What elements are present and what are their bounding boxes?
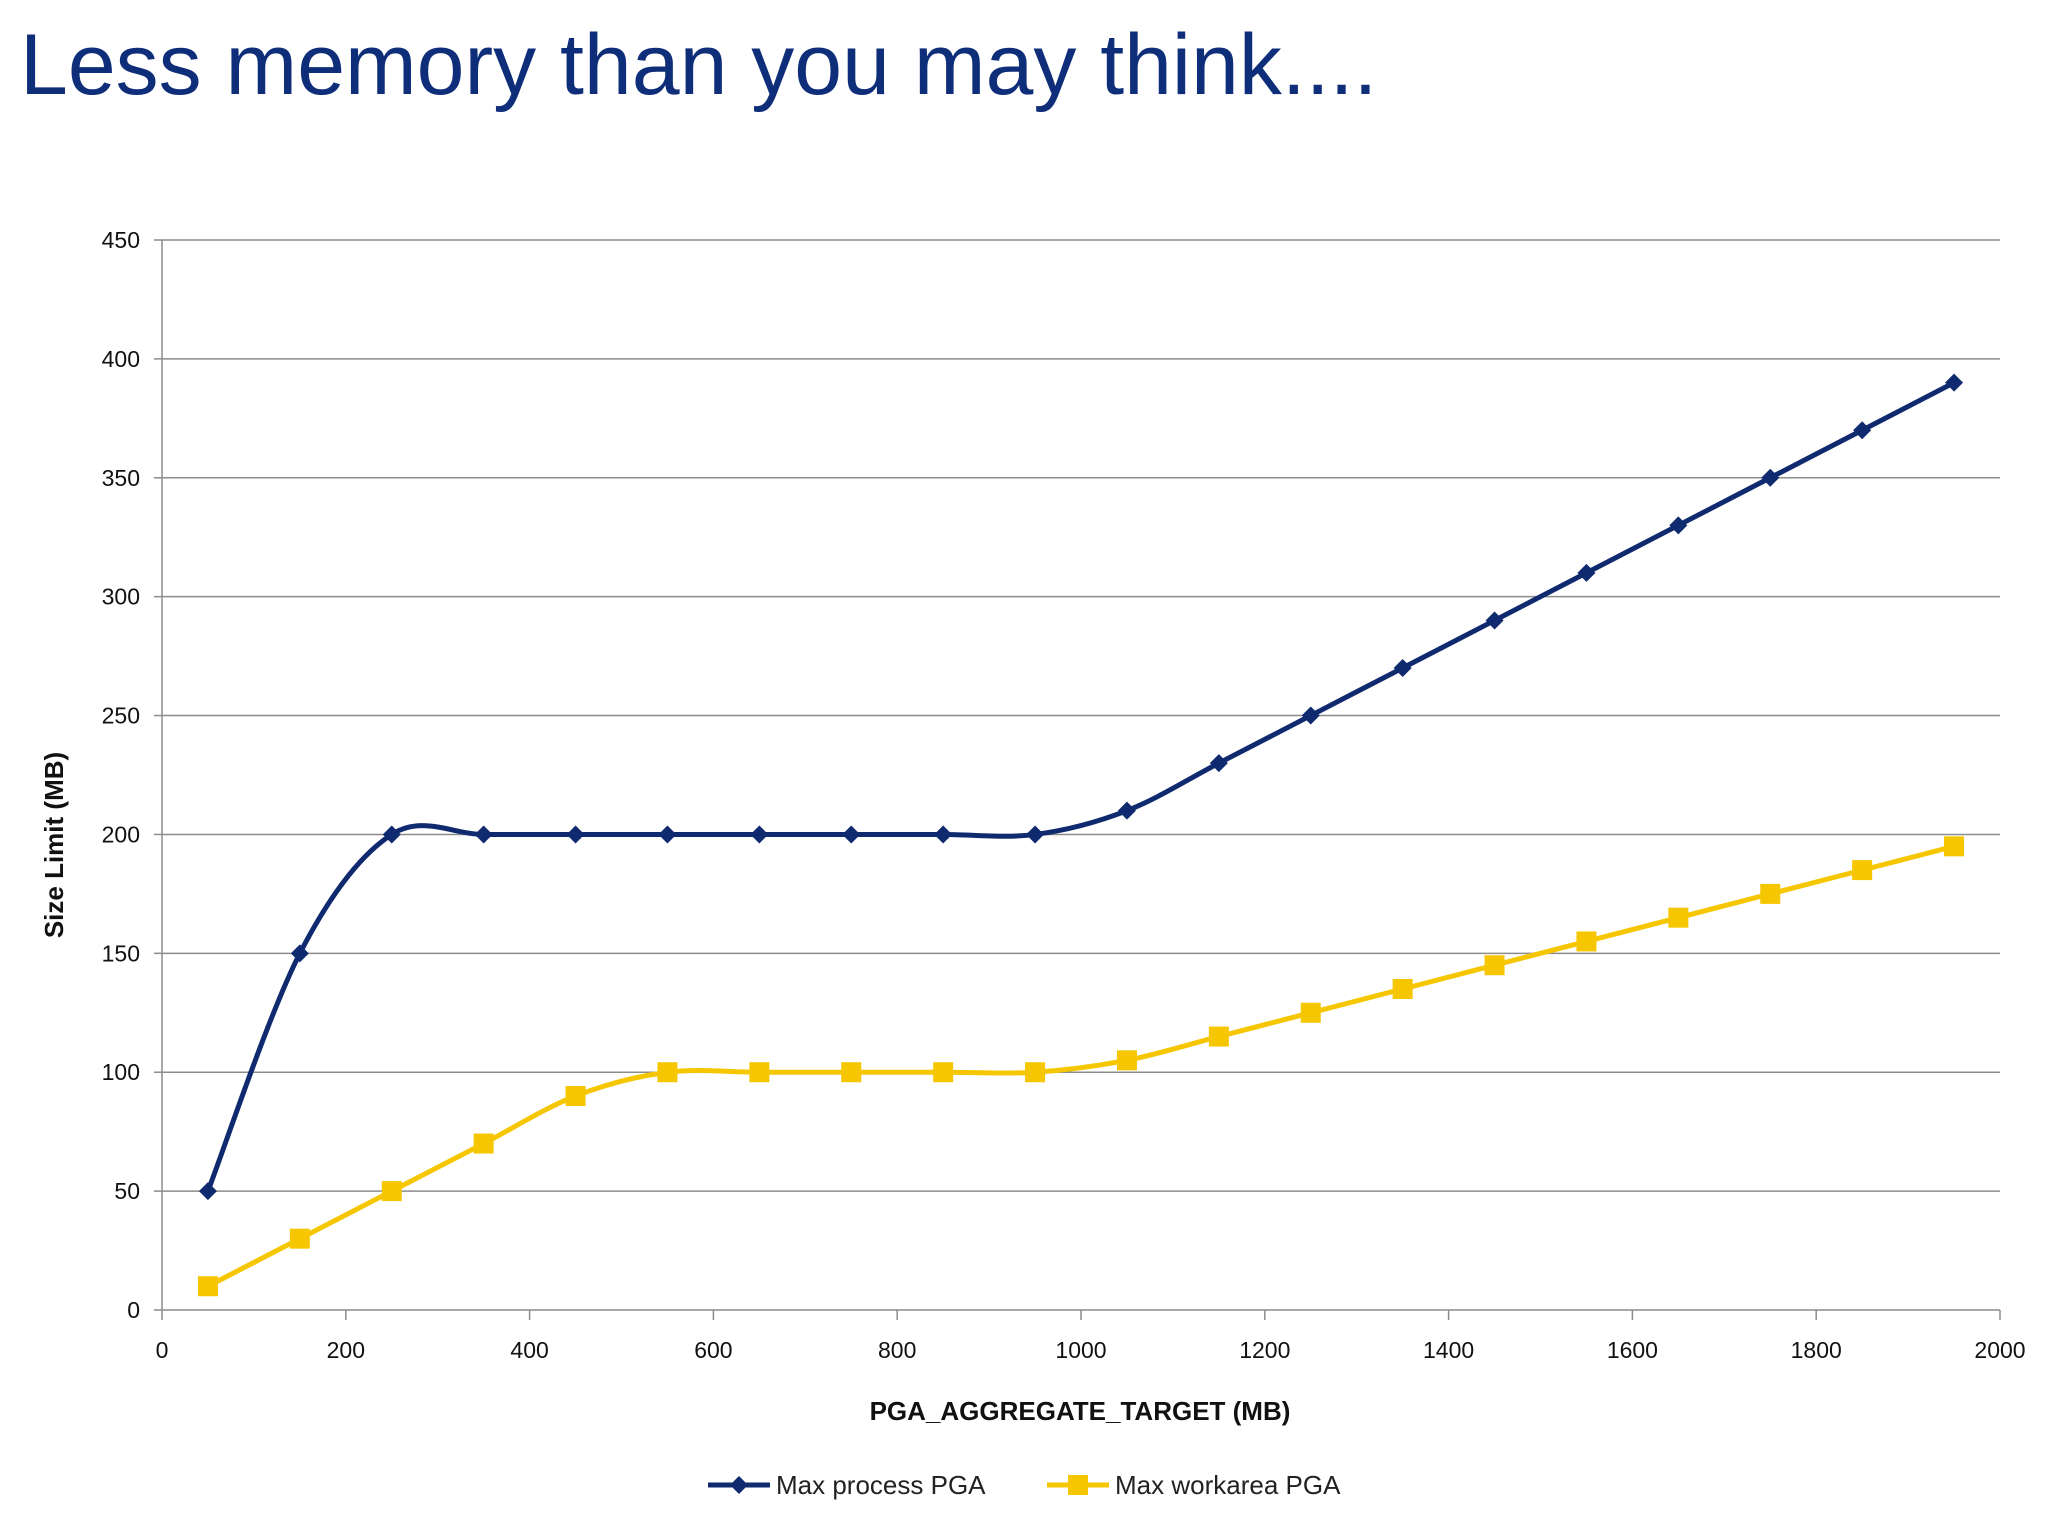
data-point-diamond xyxy=(1209,754,1228,773)
x-tick-label: 200 xyxy=(327,1337,365,1363)
data-point-square xyxy=(197,1276,218,1297)
y-tick-label: 250 xyxy=(102,703,140,729)
x-tick-label: 2000 xyxy=(1974,1337,2025,1363)
y-tick-label: 200 xyxy=(102,821,140,847)
data-point-square xyxy=(933,1062,954,1083)
legend: Max process PGA Max workarea PGA xyxy=(708,1470,1341,1500)
data-point-diamond xyxy=(1485,611,1504,630)
data-point-diamond xyxy=(198,1182,217,1201)
x-tick-label: 400 xyxy=(510,1337,548,1363)
y-tick-label: 150 xyxy=(102,940,140,966)
data-point-diamond xyxy=(1577,563,1596,582)
data-point-diamond xyxy=(566,825,585,844)
y-tick-label: 100 xyxy=(102,1059,140,1085)
data-point-square xyxy=(1484,955,1505,976)
data-point-square xyxy=(1944,836,1965,857)
x-tick-label: 1800 xyxy=(1791,1337,1842,1363)
data-point-square xyxy=(841,1062,862,1083)
y-tick-label: 350 xyxy=(102,465,140,491)
data-point-square xyxy=(1576,931,1597,952)
x-tick-label: 0 xyxy=(156,1337,169,1363)
data-point-square xyxy=(749,1062,770,1083)
data-point-square xyxy=(1300,1002,1321,1023)
data-point-diamond xyxy=(1853,421,1872,440)
y-tick-label: 450 xyxy=(102,227,140,253)
x-axis-title: PGA_AGGREGATE_TARGET (MB) xyxy=(870,1396,1291,1426)
legend-marker-2 xyxy=(1068,1475,1088,1495)
data-point-diamond xyxy=(1301,706,1320,725)
y-axis-title: Size Limit (MB) xyxy=(39,752,69,938)
data-point-square xyxy=(565,1086,586,1106)
data-point-square xyxy=(1208,1026,1229,1047)
data-markers xyxy=(197,373,1965,1297)
data-point-square xyxy=(1392,979,1413,999)
x-tick-label: 1200 xyxy=(1239,1337,1290,1363)
data-point-diamond xyxy=(290,944,309,963)
y-tick-label: 50 xyxy=(114,1178,140,1204)
data-point-square xyxy=(1760,883,1781,904)
data-point-diamond xyxy=(934,825,953,844)
series-line-2 xyxy=(205,843,1957,1289)
series-line-1 xyxy=(205,380,1957,1194)
data-point-diamond xyxy=(1393,659,1412,677)
legend-marker-1 xyxy=(730,1476,748,1494)
x-tick-label: 1600 xyxy=(1607,1337,1658,1363)
y-tick-label: 0 xyxy=(127,1297,140,1323)
data-point-diamond xyxy=(1945,373,1964,392)
data-point-diamond xyxy=(474,825,493,844)
data-point-diamond xyxy=(382,825,401,844)
data-point-square xyxy=(1668,907,1689,928)
data-point-diamond xyxy=(1026,825,1045,844)
gridlines xyxy=(162,239,2000,1192)
slide-title: Less memory than you may think.... xyxy=(20,17,1378,113)
data-point-diamond xyxy=(658,825,677,844)
legend-label-1: Max process PGA xyxy=(776,1470,986,1500)
legend-label-2: Max workarea PGA xyxy=(1115,1470,1341,1500)
data-point-diamond xyxy=(842,825,861,844)
y-tick-label: 300 xyxy=(102,584,140,610)
x-tick-label: 800 xyxy=(878,1337,916,1363)
data-point-diamond xyxy=(1761,468,1780,487)
data-point-square xyxy=(289,1228,310,1249)
data-point-square xyxy=(1852,860,1873,881)
data-point-diamond xyxy=(750,825,769,844)
y-tick-label: 400 xyxy=(102,346,140,372)
x-tick-label: 600 xyxy=(694,1337,732,1363)
data-point-square xyxy=(1025,1062,1046,1083)
data-point-square xyxy=(1116,1050,1137,1071)
x-tick-label: 1400 xyxy=(1423,1337,1474,1363)
axes: 0 50 100 150 200 250 300 350 400 450 0 200 400 600 800… xyxy=(102,227,2026,1363)
x-tick-label: 1000 xyxy=(1055,1337,1106,1363)
data-point-square xyxy=(473,1133,494,1154)
data-point-diamond xyxy=(1117,801,1136,820)
data-point-diamond xyxy=(1669,516,1688,535)
data-point-square xyxy=(657,1062,678,1083)
data-point-square xyxy=(381,1181,402,1202)
